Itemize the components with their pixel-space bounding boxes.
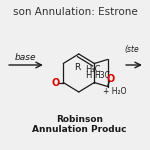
Text: H: H bbox=[85, 71, 92, 80]
Text: (ste: (ste bbox=[124, 45, 139, 54]
Text: R: R bbox=[74, 63, 80, 72]
Text: H3C: H3C bbox=[94, 71, 110, 80]
Text: Robinson
Annulation Produc: Robinson Annulation Produc bbox=[32, 115, 127, 134]
Text: son Annulation: Estrone: son Annulation: Estrone bbox=[13, 7, 137, 17]
Text: O: O bbox=[52, 78, 60, 87]
Text: O: O bbox=[106, 75, 114, 84]
Text: + H₂O: + H₂O bbox=[103, 87, 127, 96]
Text: base: base bbox=[14, 53, 36, 62]
Text: H₃C: H₃C bbox=[85, 66, 100, 75]
